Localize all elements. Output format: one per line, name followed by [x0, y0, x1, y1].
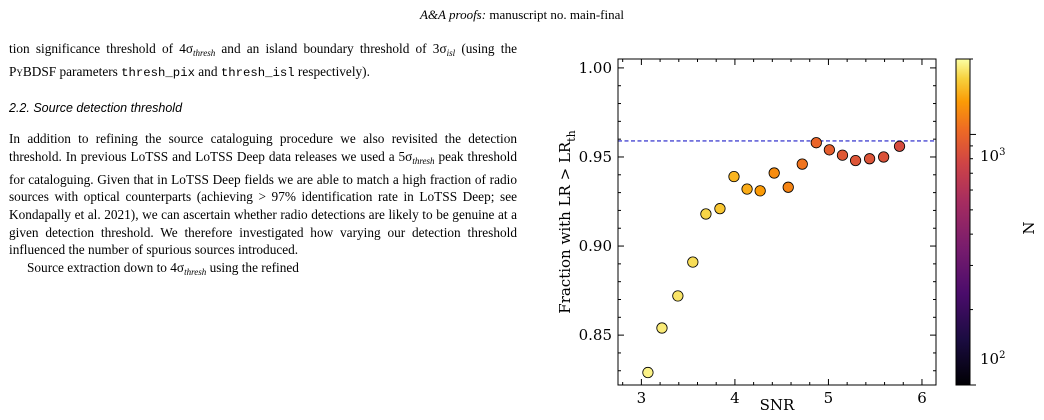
colorbar-ticks	[970, 58, 976, 386]
data-point	[642, 366, 654, 379]
data-point	[796, 158, 808, 170]
y-tick-label: 0.85	[579, 326, 612, 344]
x-tick-label: 6	[917, 389, 927, 407]
snr-fraction-chart: 3 4 5 6 0.85 0.90 0.95 1.00 102 103 N SNR Fract…	[556, 58, 1038, 414]
data-point	[728, 170, 740, 183]
colorbar-label: N	[1020, 221, 1038, 234]
data-point	[754, 185, 766, 197]
data-point	[741, 183, 753, 195]
figure: 3 4 5 6 0.85 0.90 0.95 1.00 102 103 N SNR Fract…	[540, 50, 1044, 415]
x-tick-label: 4	[730, 389, 740, 407]
p1-code-thresh-pix: thresh_pix	[121, 65, 195, 80]
data-point	[782, 181, 794, 193]
data-point	[810, 137, 822, 149]
p2-sub-thresh: thresh	[412, 155, 435, 166]
x-tick-label: 5	[824, 389, 834, 407]
y-axis-label: Fraction with LR > LRth	[556, 130, 578, 313]
p1-text-d: parameters	[56, 63, 122, 79]
data-point	[849, 154, 862, 167]
manuscript-label: manuscript no. main-final	[486, 7, 624, 22]
journal-label: A&A proofs:	[419, 7, 487, 22]
p1-text-c: (using the P	[9, 41, 517, 79]
data-points	[642, 137, 906, 379]
p1-pybdsf: yBDSF	[16, 63, 57, 79]
p1-text-e: and	[194, 63, 221, 79]
p1-text-a: tion significance threshold of 4σ	[9, 41, 194, 56]
data-point	[700, 208, 712, 220]
data-point	[863, 153, 876, 165]
section-heading: 2.2. Source detection threshold	[9, 101, 183, 116]
paragraph-2: In addition to refining the source catal…	[9, 130, 517, 259]
data-point	[687, 256, 699, 268]
p2-text-b: peak threshold for cataloguing. Given th…	[9, 148, 517, 258]
x-axis-label: SNR	[760, 396, 795, 414]
y-tick-label: 0.95	[579, 148, 612, 166]
text-column: tion significance threshold of 4σthresh …	[9, 40, 517, 282]
colorbar-tick-label-100: 102	[980, 350, 1005, 368]
p1-code-thresh-isl: thresh_isl	[220, 65, 295, 80]
p1-text-b: and an island boundary threshold of 3σ	[215, 41, 447, 56]
data-point	[672, 290, 684, 302]
data-point	[836, 149, 849, 161]
paragraph-1: tion significance threshold of 4σthresh …	[9, 40, 517, 82]
data-point	[656, 322, 668, 334]
data-point	[714, 203, 726, 215]
p3-text-b: using the refined	[206, 260, 299, 276]
p1-sub-thresh: thresh	[193, 48, 216, 58]
data-point	[878, 151, 890, 163]
x-tick-label: 3	[637, 389, 647, 407]
data-point	[768, 167, 780, 179]
y-tick-label: 0.90	[579, 237, 612, 255]
p1-sub-isl: isl	[446, 48, 456, 58]
colorbar: 102 103 N	[955, 58, 1038, 386]
colorbar-tick-label-1000: 103	[980, 147, 1005, 165]
p1-text-f: respectively).	[294, 63, 370, 79]
paragraph-3: Source extraction down to 4σthresh using…	[9, 259, 517, 282]
colorbar-gradient	[955, 58, 971, 386]
plot-axes: 3 4 5 6 0.85 0.90 0.95 1.00	[579, 59, 936, 407]
running-head: A&A proofs: manuscript no. main-final	[0, 7, 1044, 23]
data-point	[893, 140, 906, 152]
data-point	[823, 144, 835, 156]
p3-text-a: Source extraction down to 4σ	[27, 260, 185, 276]
y-tick-label: 1.00	[579, 59, 612, 77]
p2-text-a: In addition to refining the source catal…	[9, 131, 517, 164]
plot-frame	[617, 58, 937, 386]
p3-sub-thresh: thresh	[184, 267, 207, 278]
